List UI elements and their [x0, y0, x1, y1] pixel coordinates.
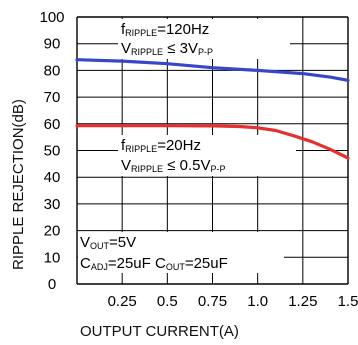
y-tick-label: 100	[39, 9, 64, 26]
y-axis-label: RIPPLE REJECTION(dB)	[10, 99, 27, 270]
annotation-conditions-line1: VOUT=5V	[80, 234, 136, 251]
series-line-1	[75, 124, 350, 160]
y-tick-label: 40	[44, 169, 61, 186]
annotation-bg	[78, 232, 284, 273]
x-tick-label: 1.0	[247, 293, 268, 310]
x-tick-label: 0.75	[198, 293, 227, 310]
y-tick-label: 70	[44, 89, 61, 106]
annotation-conditions-line2: CADJ=25uF COUT=25uF	[80, 255, 228, 272]
series-group	[75, 58, 350, 160]
grid	[76, 16, 349, 285]
annotation-blue-line1: fRIPPLE=120Hz	[121, 21, 209, 38]
x-tick-label: 1.5	[338, 293, 358, 310]
y-tick-label: 30	[44, 196, 61, 213]
series-line-0	[75, 58, 350, 82]
y-tick-label: 90	[44, 36, 61, 53]
y-tick-label: 80	[44, 62, 61, 79]
y-tick-label: 50	[44, 143, 61, 160]
annotation-bg	[118, 19, 290, 59]
y-tick-label: 60	[44, 116, 61, 133]
annotation-bg	[118, 135, 296, 176]
x-tick-label: 0.25	[108, 293, 137, 310]
x-tick-label: 0.5	[157, 293, 178, 310]
annotation-red-line2: VRIPPLE ≤ 0.5VP-P	[121, 157, 225, 174]
y-tick-label: 10	[44, 249, 61, 266]
x-tick-label: 1.25	[288, 293, 317, 310]
annotation-red-line1: fRIPPLE=20Hz	[121, 137, 201, 154]
annotation-blue-line2: VRIPPLE ≤ 3VP-P	[121, 40, 213, 57]
y-tick-label: 0	[48, 276, 56, 293]
y-tick-label: 20	[44, 223, 61, 240]
x-axis-label: OUTPUT CURRENT(A)	[80, 323, 239, 340]
tick-labels: 0 10 20 30 40 50 60 70 80 90 100 0.25 0.5 0.75 1.0 1.25…	[39, 9, 358, 310]
